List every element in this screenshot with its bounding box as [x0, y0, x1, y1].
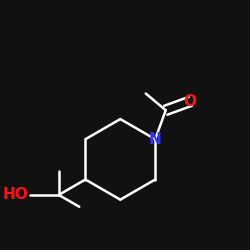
Text: N: N: [149, 132, 162, 147]
Text: O: O: [184, 94, 197, 109]
Text: HO: HO: [2, 188, 28, 202]
